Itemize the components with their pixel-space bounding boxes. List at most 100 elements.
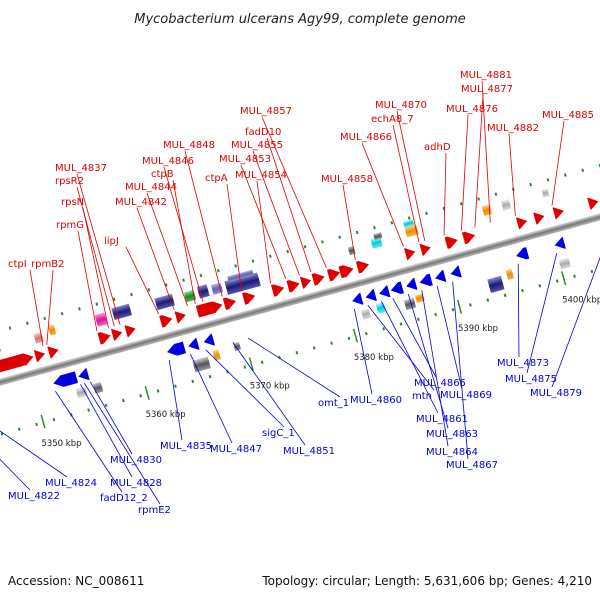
- reverse-leader-line: [421, 290, 449, 447]
- forward-leader-line: [82, 207, 109, 328]
- reverse-gene-arrow: [365, 289, 377, 301]
- reverse-gene-label: sigC_1: [262, 428, 295, 439]
- forward-leader-line: [172, 179, 196, 305]
- forward-gene-label: ctpA: [205, 173, 228, 184]
- feature-box: [196, 284, 210, 299]
- forward-leader-line: [261, 116, 327, 268]
- reverse-gene-label: MUL_4830: [110, 455, 162, 466]
- forward-gene-arrow: [159, 315, 173, 328]
- forward-gene-arrow: [533, 212, 545, 225]
- reverse-leader-line: [55, 390, 123, 493]
- kbp-label: 5380 kbp: [354, 353, 394, 363]
- summary-label: Topology: circular; Length: 5,631,606 bp…: [261, 574, 592, 588]
- kbp-label: 5350 kbp: [41, 439, 81, 449]
- reverse-leader-line: [551, 256, 600, 388]
- reverse-gene-label: MUL_4822: [8, 491, 60, 502]
- forward-gene-label: MUL_4877: [461, 84, 513, 95]
- forward-gene-label: rpsN: [61, 197, 84, 208]
- reverse-gene-label: MUL_4867: [446, 460, 498, 471]
- forward-gene-label: ctpB: [151, 169, 174, 180]
- forward-leader-line: [396, 110, 426, 241]
- forward-leader-line: [146, 192, 188, 307]
- reverse-gene-label: MUL_4851: [283, 446, 335, 457]
- forward-gene-label: ctpI: [8, 259, 27, 270]
- forward-gene-arrow: [338, 265, 354, 279]
- kbp-tick: [144, 385, 150, 400]
- reverse-gene-arrow: [78, 368, 90, 380]
- forward-leader-line: [266, 137, 312, 273]
- forward-gene-label: echA8_7: [371, 114, 414, 125]
- feature-box: [402, 219, 415, 228]
- forward-gene-label: fadD10: [245, 127, 281, 138]
- forward-leader-line: [136, 207, 175, 310]
- forward-leader-line: [76, 186, 115, 327]
- feature-box: [370, 236, 383, 249]
- forward-gene-arrow: [124, 325, 136, 338]
- reverse-leader-line: [248, 337, 341, 398]
- forward-gene-arrow: [326, 268, 341, 282]
- reverse-gene-label: mtn: [412, 391, 432, 402]
- forward-leader-line: [551, 120, 565, 206]
- feature-box: [212, 349, 221, 361]
- forward-gene-arrow: [242, 292, 256, 305]
- reverse-leader-line: [452, 281, 469, 460]
- map-title: Mycobacterium ulcerans Agy99, complete g…: [134, 12, 466, 27]
- reverse-gene-label: MUL_4865: [414, 378, 466, 389]
- reverse-gene-label: MUL_4879: [530, 388, 582, 399]
- reverse-gene-label: MUL_4828: [110, 478, 162, 489]
- feature-box: [481, 204, 493, 217]
- feature-box: [505, 268, 514, 281]
- forward-gene-arrow: [97, 332, 111, 345]
- forward-gene-arrow: [587, 197, 599, 210]
- reverse-leader-line: [205, 349, 285, 428]
- forward-gene-label: MUL_4881: [460, 70, 512, 81]
- forward-gene-arrow: [404, 248, 416, 261]
- forward-gene-label: rpmB2: [31, 259, 64, 270]
- forward-leader-line: [460, 114, 469, 231]
- reverse-leader-line: [168, 359, 183, 441]
- reverse-gene-label: MUL_4860: [350, 395, 402, 406]
- reverse-leader-line: [0, 458, 31, 491]
- forward-leader-line: [125, 246, 160, 315]
- feature-box: [47, 324, 57, 336]
- forward-leader-line: [474, 94, 484, 227]
- forward-leader-line: [256, 180, 271, 284]
- forward-leader-line: [342, 184, 356, 260]
- forward-gene-arrow: [110, 328, 123, 341]
- reverse-leader-line: [367, 304, 435, 391]
- reverse-gene-label: MUL_4873: [497, 358, 549, 369]
- forward-leader-line: [77, 230, 98, 332]
- reverse-leader-line: [232, 342, 306, 446]
- kbp-tick: [561, 271, 567, 286]
- reverse-gene-arrow: [167, 341, 187, 356]
- feature-box: [92, 381, 104, 394]
- feature-box: [373, 232, 383, 240]
- reverse-gene-label: rpmE2: [138, 505, 171, 516]
- forward-leader-line: [76, 173, 121, 325]
- forward-leader-line: [508, 133, 516, 216]
- kbp-label: 5400 kbp: [562, 295, 600, 305]
- feature-box: [111, 303, 132, 320]
- reverse-leader-line: [526, 253, 558, 374]
- reverse-gene-arrow: [188, 337, 200, 350]
- forward-gene-label: MUL_4844: [125, 182, 177, 193]
- forward-leader-line: [240, 164, 287, 280]
- forward-gene-arrow: [174, 311, 186, 324]
- reverse-gene-label: MUL_4863: [426, 429, 478, 440]
- kbp-label: 5360 kbp: [146, 410, 186, 420]
- forward-gene-label: lipJ: [104, 236, 119, 247]
- forward-gene-label: rpsR2: [55, 176, 84, 187]
- forward-gene-label: rpmG: [56, 220, 84, 231]
- reverse-gene-arrow: [203, 333, 215, 346]
- reverse-gene-arrow: [352, 292, 364, 305]
- reverse-gene-arrow: [406, 277, 418, 290]
- forward-gene-label: MUL_4848: [163, 140, 215, 151]
- forward-gene-label: MUL_4837: [55, 163, 107, 174]
- feature-box: [558, 257, 571, 270]
- feature-box: [75, 386, 88, 399]
- kbp-tick: [40, 414, 46, 429]
- reverse-gene-arrow: [554, 236, 566, 249]
- forward-gene-arrow: [271, 284, 285, 297]
- reverse-gene-label: MUL_4875: [505, 374, 557, 385]
